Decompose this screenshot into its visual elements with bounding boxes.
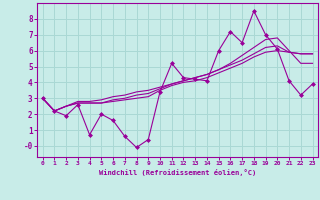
X-axis label: Windchill (Refroidissement éolien,°C): Windchill (Refroidissement éolien,°C) xyxy=(99,169,256,176)
